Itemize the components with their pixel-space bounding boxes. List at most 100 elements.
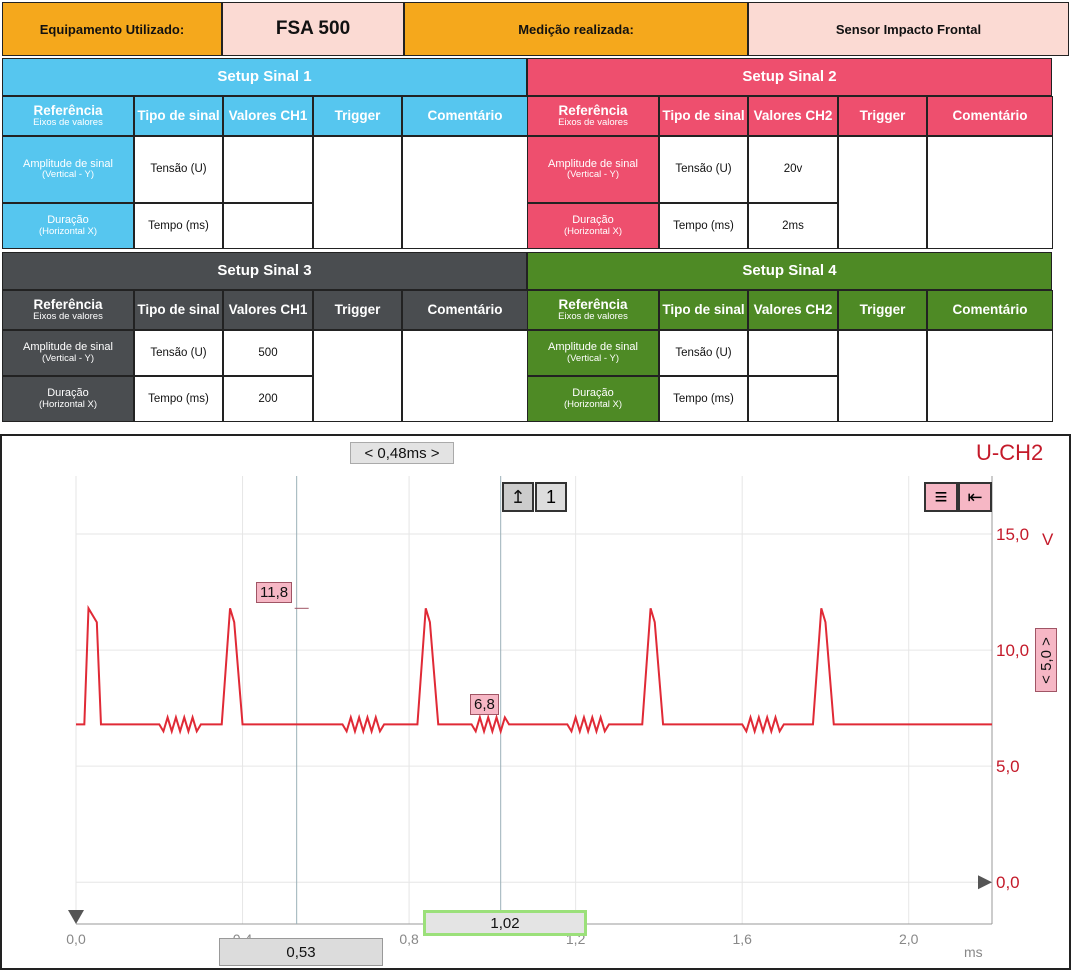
- lines-icon: ≡: [934, 484, 948, 509]
- duration-value[interactable]: [223, 203, 313, 249]
- type-header: Tipo de sinal: [659, 290, 748, 330]
- trigger-cell[interactable]: [313, 330, 402, 422]
- scale-badge[interactable]: < 5,0 >: [1035, 628, 1057, 692]
- duration-value[interactable]: 200: [223, 376, 313, 422]
- trigger-number[interactable]: 1: [535, 482, 567, 512]
- ref-sublabel: Eixos de valores: [558, 311, 628, 323]
- duration-value[interactable]: 2ms: [748, 203, 838, 249]
- amplitude-value-text: 20v: [783, 163, 803, 176]
- duration-type-text: Tempo (ms): [148, 219, 209, 232]
- menu-lines-button[interactable]: ≡: [924, 482, 958, 512]
- waveform-chart: 0,00,40,81,21,62,00,05,010,015,0: [66, 476, 1029, 947]
- ref-header: Referência Eixos de valores: [2, 290, 134, 330]
- amplitude-row-label: Amplitude de sinal (Vertical - Y): [527, 330, 659, 376]
- align-lines-button[interactable]: ⇤: [958, 482, 992, 512]
- duration-sublabel: (Horizontal X): [38, 398, 98, 410]
- comment-cell[interactable]: [402, 330, 528, 422]
- amplitude-type: Tensão (U): [659, 136, 748, 203]
- setup-title-text: Setup Sinal 3: [217, 262, 312, 280]
- zero-level-marker: [978, 875, 992, 890]
- duration-type-text: Tempo (ms): [673, 219, 734, 232]
- trigger-header: Trigger: [313, 96, 402, 136]
- amplitude-type-text: Tensão (U): [150, 346, 207, 359]
- trigger-label: Trigger: [334, 107, 381, 123]
- oscilloscope-panel: 0,00,40,81,21,62,00,05,010,015,0 < 0,48m…: [0, 434, 1071, 970]
- values-header: Valores CH2: [748, 96, 838, 136]
- comment-label: Comentário: [427, 301, 503, 317]
- trigger-cell[interactable]: [838, 136, 927, 249]
- duration-value[interactable]: [748, 376, 838, 422]
- setup-title-text: Setup Sinal 1: [217, 68, 312, 86]
- trigger-label: Trigger: [859, 107, 906, 123]
- comment-header: Comentário: [402, 290, 528, 330]
- y-unit-label: V: [1042, 530, 1054, 549]
- amplitude-value[interactable]: 20v: [748, 136, 838, 203]
- ref-header: Referência Eixos de valores: [527, 290, 659, 330]
- y-tick-label: 5,0: [996, 757, 1020, 776]
- channel-label: U-CH2: [976, 440, 1044, 465]
- y-tick-label: 0,0: [996, 873, 1020, 892]
- duration-type-text: Tempo (ms): [148, 392, 209, 405]
- comment-cell[interactable]: [927, 136, 1053, 249]
- ref-label: Referência: [558, 296, 628, 312]
- amplitude-value[interactable]: 500: [223, 330, 313, 376]
- equipment-label: Equipamento Utilizado:: [2, 2, 222, 56]
- comment-cell[interactable]: [402, 136, 528, 249]
- trigger-cell[interactable]: [838, 330, 927, 422]
- amplitude-type: Tensão (U): [134, 136, 223, 203]
- cursor-b-readout[interactable]: 1,02: [423, 910, 587, 936]
- duration-type: Tempo (ms): [134, 203, 223, 249]
- comment-label: Comentário: [952, 301, 1028, 317]
- values-header: Valores CH2: [748, 290, 838, 330]
- measurement-label: Medição realizada:: [404, 2, 748, 56]
- amplitude-value[interactable]: [223, 136, 313, 203]
- trigger-edge-button[interactable]: ↥: [502, 482, 534, 512]
- x-tick-label: 0,0: [66, 931, 86, 947]
- comment-label: Comentário: [427, 107, 503, 123]
- setup-title: Setup Sinal 2: [527, 58, 1052, 96]
- ref-header: Referência Eixos de valores: [2, 96, 134, 136]
- amplitude-type-text: Tensão (U): [675, 346, 732, 359]
- values-label: Valores CH1: [228, 107, 308, 123]
- trigger-cell[interactable]: [313, 136, 402, 249]
- scale-badge-text: < 5,0 >: [1037, 636, 1055, 684]
- cursor-a-readout[interactable]: 0,53: [219, 938, 383, 966]
- amplitude-row-label: Amplitude de sinal (Vertical - Y): [2, 330, 134, 376]
- type-header: Tipo de sinal: [134, 290, 223, 330]
- amplitude-sublabel: (Vertical - Y): [41, 169, 95, 181]
- type-header: Tipo de sinal: [134, 96, 223, 136]
- trigger-label: Trigger: [859, 301, 906, 317]
- values-label: Valores CH1: [228, 301, 308, 317]
- ref-label: Referência: [33, 102, 103, 118]
- duration-label: Duração: [572, 387, 614, 400]
- duration-type: Tempo (ms): [659, 203, 748, 249]
- setup-title: Setup Sinal 4: [527, 252, 1052, 290]
- comment-header: Comentário: [927, 96, 1053, 136]
- x-tick-label: 0,8: [399, 931, 419, 947]
- amplitude-label: Amplitude de sinal: [548, 157, 638, 170]
- values-header: Valores CH1: [223, 290, 313, 330]
- comment-cell[interactable]: [927, 330, 1053, 422]
- trigger-label: Trigger: [334, 301, 381, 317]
- y-tick-label: 10,0: [996, 641, 1029, 660]
- amplitude-sublabel: (Vertical - Y): [41, 352, 95, 364]
- values-label: Valores CH2: [753, 107, 833, 123]
- duration-row-label: Duração (Horizontal X): [2, 376, 134, 422]
- ref-label: Referência: [558, 102, 628, 118]
- comment-label: Comentário: [952, 107, 1028, 123]
- amplitude-type: Tensão (U): [134, 330, 223, 376]
- amplitude-row-label: Amplitude de sinal (Vertical - Y): [2, 136, 134, 203]
- comment-header: Comentário: [402, 96, 528, 136]
- align-left-icon: ⇤: [967, 487, 983, 507]
- duration-sublabel: (Horizontal X): [38, 225, 98, 237]
- duration-type-text: Tempo (ms): [673, 392, 734, 405]
- ref-label: Referência: [33, 296, 103, 312]
- setup-title-text: Setup Sinal 2: [742, 68, 837, 86]
- ref-sublabel: Eixos de valores: [558, 117, 628, 129]
- type-label: Tipo de sinal: [662, 107, 745, 123]
- amplitude-value[interactable]: [748, 330, 838, 376]
- duration-type: Tempo (ms): [134, 376, 223, 422]
- values-label: Valores CH2: [753, 301, 833, 317]
- amplitude-label: Amplitude de sinal: [548, 341, 638, 354]
- setup-title: Setup Sinal 1: [2, 58, 527, 96]
